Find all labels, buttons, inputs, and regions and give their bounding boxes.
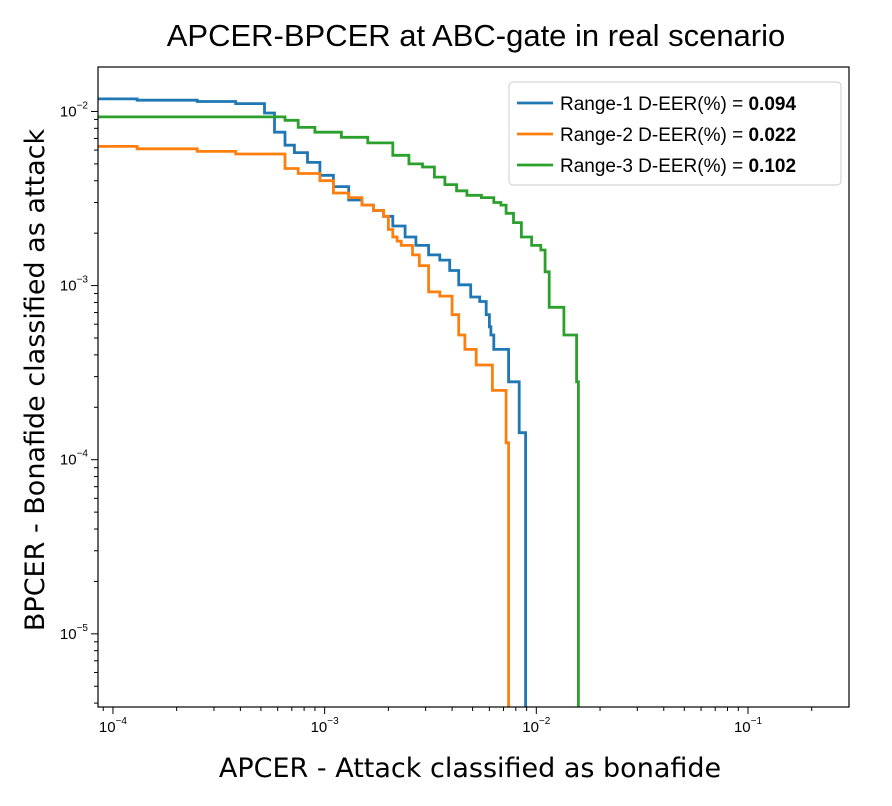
series-line-range-2: [98, 145, 510, 707]
legend-label-range-3: Range-3 D-EER(%) = 0.102: [560, 156, 796, 177]
y-tick-exponent: −4: [77, 449, 89, 460]
x-tick-label: 10−3: [311, 716, 340, 736]
y-tick-base: 10: [60, 452, 77, 469]
legend-deer-value: 0.102: [748, 156, 796, 177]
legend-box: [508, 81, 842, 186]
y-tick-label: 10−3: [60, 275, 89, 295]
x-tick-exponent: −4: [116, 716, 128, 727]
plot-frame: [97, 66, 850, 708]
series-line-range-3: [98, 115, 580, 707]
legend-label-range-1: Range-1 D-EER(%) = 0.094: [560, 94, 796, 115]
y-tick-base: 10: [60, 278, 77, 295]
x-tick-label: 10−1: [734, 716, 763, 736]
y-tick-label: 10−2: [60, 100, 89, 120]
x-tick-exponent: −3: [327, 716, 339, 727]
series-line-range-1: [98, 97, 527, 707]
legend-deer-value: 0.094: [748, 94, 796, 115]
x-tick-base: 10: [99, 719, 116, 736]
x-tick-base: 10: [522, 719, 539, 736]
y-tick-exponent: −5: [77, 623, 89, 634]
y-axis-label: BPCER - Bonafide classified as attack: [20, 129, 51, 632]
y-tick-label: 10−5: [60, 623, 89, 643]
chart-title: APCER-BPCER at ABC-gate in real scenario: [167, 18, 786, 53]
y-tick-exponent: −2: [77, 100, 89, 111]
y-axis: 10−210−310−410−5: [60, 100, 98, 704]
legend-prefix: Range-1 D-EER(%) =: [560, 94, 748, 115]
legend-prefix: Range-2 D-EER(%) =: [560, 125, 748, 146]
y-tick-base: 10: [60, 626, 77, 643]
y-tick-label: 10−4: [60, 449, 89, 469]
legend-label-range-2: Range-2 D-EER(%) = 0.022: [560, 125, 796, 146]
legend-prefix: Range-3 D-EER(%) =: [560, 156, 748, 177]
x-tick-exponent: −2: [539, 716, 551, 727]
x-axis: 10−4 10−3 10−2 10−1: [99, 707, 813, 736]
plot-area: [98, 97, 580, 707]
y-tick-exponent: −3: [77, 275, 89, 286]
x-axis-label: APCER - Attack classified as bonafide: [219, 753, 721, 784]
y-tick-base: 10: [60, 103, 77, 120]
x-tick-base: 10: [311, 719, 328, 736]
x-tick-base: 10: [734, 719, 751, 736]
x-tick-label: 10−2: [522, 716, 551, 736]
legend-deer-value: 0.022: [748, 125, 796, 146]
x-tick-exponent: −1: [751, 716, 763, 727]
x-tick-label: 10−4: [99, 716, 128, 736]
